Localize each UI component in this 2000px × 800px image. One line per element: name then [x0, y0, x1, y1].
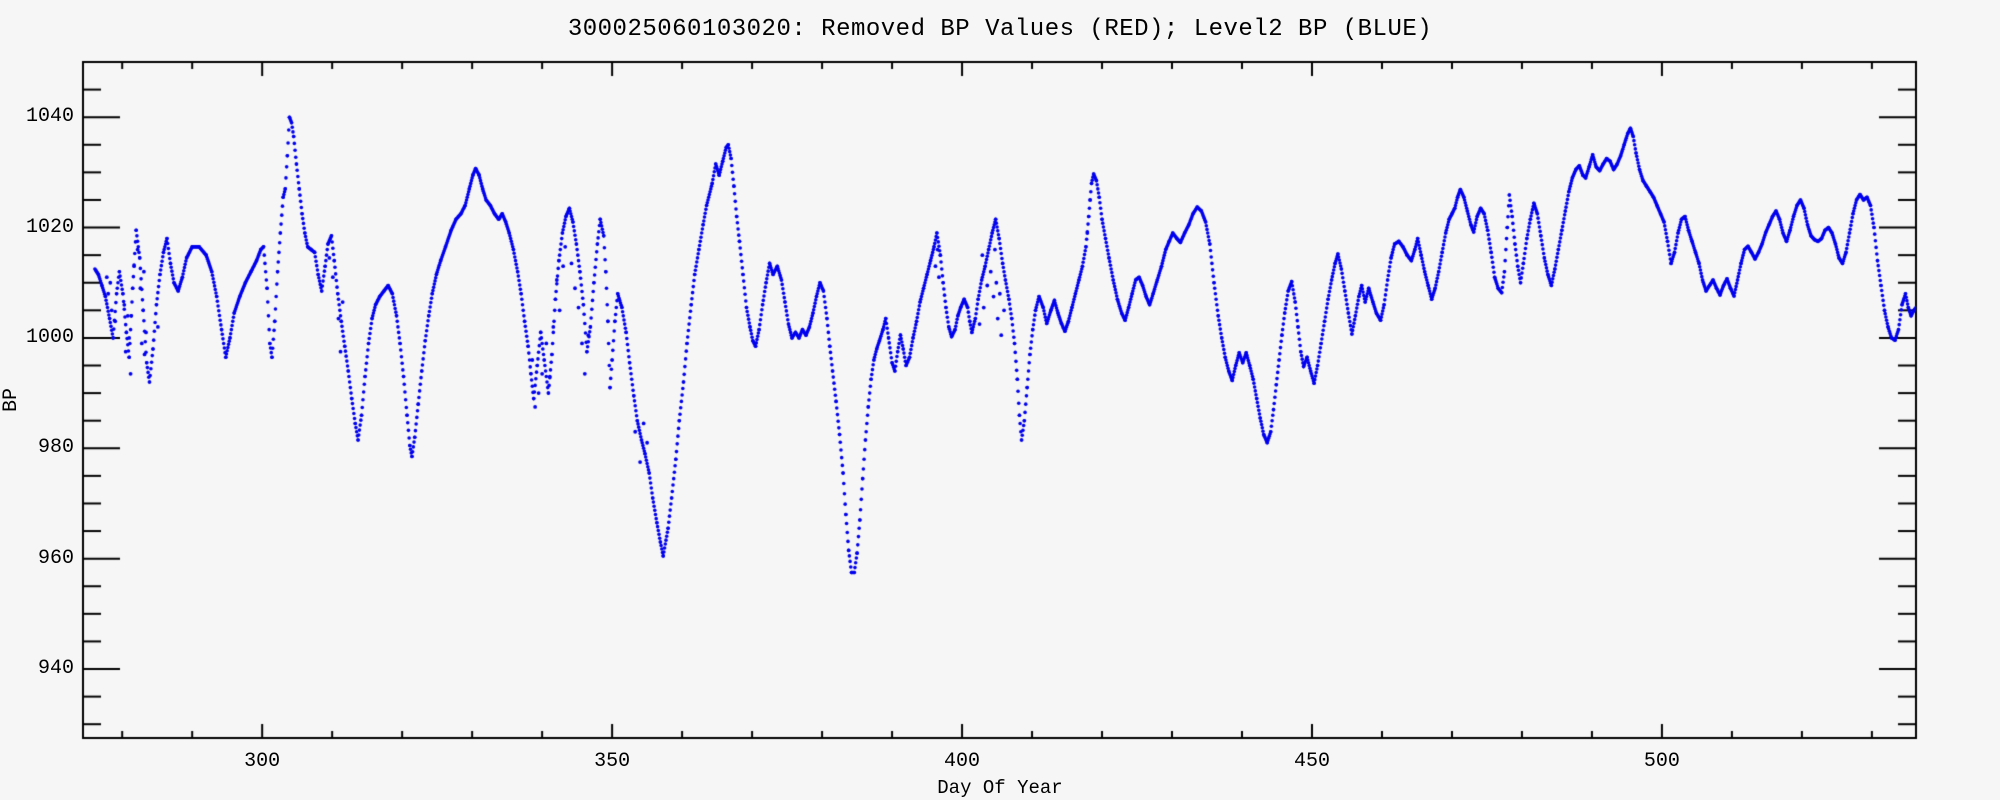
chart-title: 300025060103020: Removed BP Values (RED)…: [567, 16, 1433, 43]
y-tick-label: 980: [37, 436, 74, 460]
x-axis-label: Day Of Year: [937, 777, 1063, 799]
y-tick-label: 940: [37, 657, 74, 681]
y-tick-label: 1040: [25, 105, 74, 129]
x-tick-label: 500: [1643, 750, 1680, 773]
y-tick-label: 1020: [25, 215, 74, 239]
y-tick-label: 1000: [25, 325, 74, 349]
y-tick-label: 960: [37, 546, 74, 570]
x-tick-label: 300: [244, 750, 281, 773]
x-tick-label: 400: [944, 750, 981, 773]
x-tick-label: 450: [1293, 750, 1330, 773]
x-tick-label: 350: [594, 750, 631, 773]
y-axis-label: BP: [0, 388, 23, 413]
